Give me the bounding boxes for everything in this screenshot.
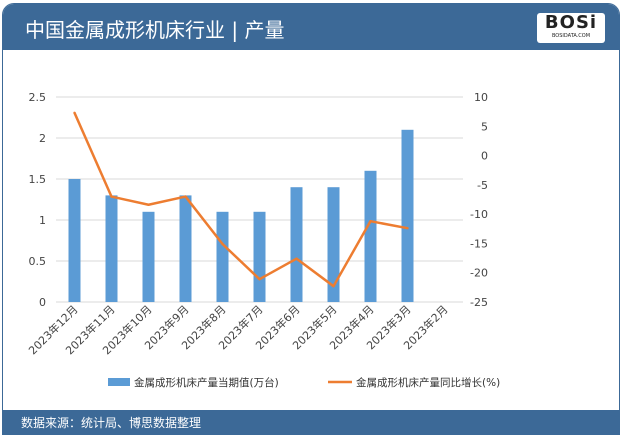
y-right-tick: 0	[481, 150, 488, 163]
line-point	[184, 195, 187, 198]
bar	[401, 129, 414, 302]
chart-card: 中国金属成形机床行业 | 产量 BOSi BOSIDATA.COM 数据来源：统…	[2, 3, 620, 435]
line-point	[332, 284, 335, 288]
y-left-tick: 2	[39, 132, 46, 145]
y-left-tick: 1.5	[29, 173, 47, 186]
line-point	[147, 203, 150, 206]
bar	[327, 187, 340, 302]
y-right-tick: -10	[470, 208, 488, 221]
combo-chart: 00.511.522.5-25-20-15-10-505102023年12月20…	[25, 91, 500, 389]
y-left-tick: 1	[39, 214, 46, 227]
logo-subtext: BOSIDATA.COM	[551, 33, 591, 39]
y-right-tick: -15	[470, 237, 488, 250]
line-point	[369, 219, 372, 223]
line-point	[110, 195, 113, 198]
bar	[142, 211, 155, 302]
y-right-tick: -25	[470, 296, 488, 309]
legend-line-label: 金属成形机床产量同比增长(%)	[356, 376, 500, 389]
y-right-tick: 5	[481, 120, 488, 133]
legend-bar-label: 金属成形机床产量当期值(万台)	[134, 376, 279, 389]
header-bar: 中国金属成形机床行业 | 产量 BOSi BOSIDATA.COM	[3, 4, 619, 50]
line-point	[221, 242, 224, 246]
line-point	[406, 227, 409, 230]
legend-bar-swatch	[108, 378, 130, 386]
bar	[68, 179, 81, 302]
logo-text: BOSi	[544, 12, 598, 33]
y-left-tick: 2.5	[29, 91, 47, 104]
y-right-tick: -20	[470, 267, 488, 280]
y-right-tick: 10	[474, 91, 488, 104]
page-title: 中国金属成形机床行业 | 产量	[25, 18, 285, 42]
footer-bar: 数据来源：统计局、博思数据整理	[3, 410, 619, 434]
data-source: 数据来源：统计局、博思数据整理	[21, 416, 202, 430]
y-left-tick: 0.5	[29, 255, 47, 268]
line-point	[258, 277, 261, 281]
y-left-tick: 0	[39, 296, 46, 309]
line-point	[295, 257, 298, 260]
bar	[216, 211, 229, 302]
bosi-logo: BOSi BOSIDATA.COM	[537, 13, 605, 43]
growth-line	[73, 112, 408, 288]
bar	[364, 170, 377, 302]
bar	[253, 211, 266, 302]
bar	[290, 187, 303, 302]
bar	[179, 195, 192, 302]
line-point	[73, 111, 76, 115]
bar	[105, 195, 118, 302]
y-right-tick: -5	[477, 179, 488, 192]
